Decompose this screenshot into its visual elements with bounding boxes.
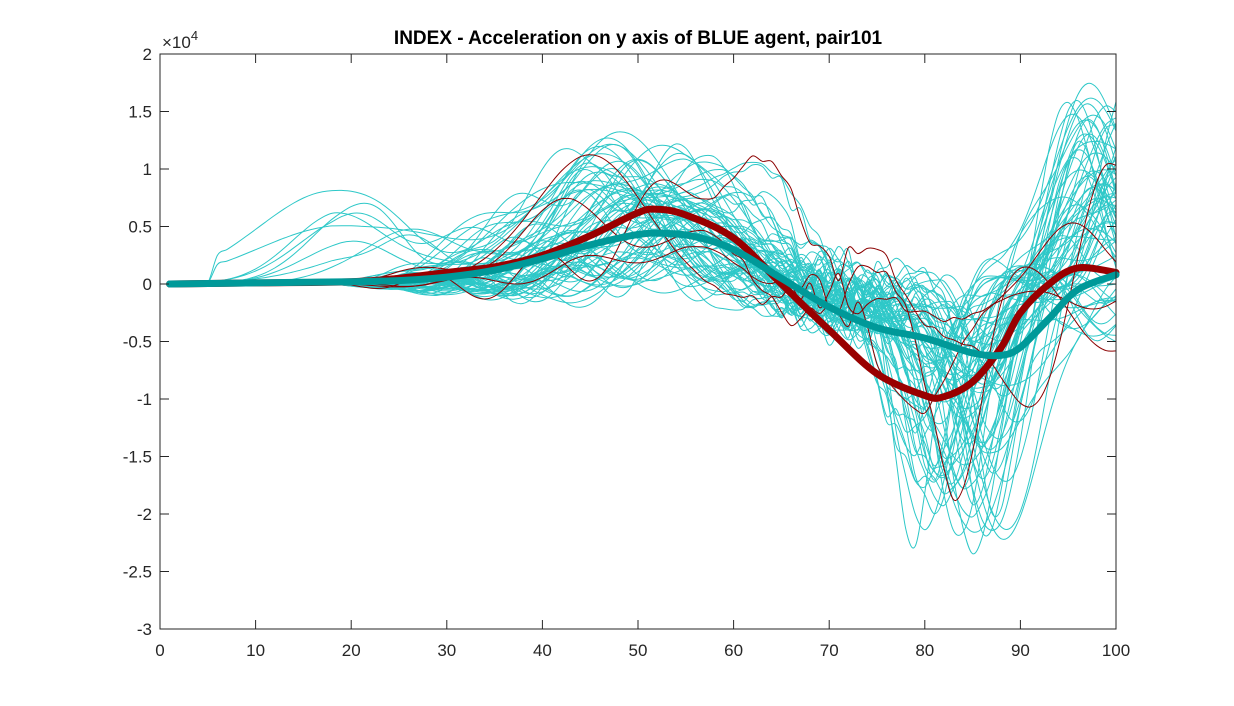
- trial-line: [169, 175, 1117, 396]
- y-tick-label: 1: [143, 160, 152, 179]
- y-exponent-base: ×10: [162, 33, 191, 52]
- y-exponent-power: 4: [191, 28, 198, 43]
- y-tick-label: -3: [137, 620, 152, 639]
- trial-lines: [169, 82, 1117, 555]
- trial-line: [169, 255, 1117, 390]
- x-axis: 0 10 20 30 40 50 60 70 80 90 100: [155, 54, 1130, 660]
- y-tick-label: -2: [137, 505, 152, 524]
- y-tick-label: 2: [143, 45, 152, 64]
- x-tick-label: 10: [246, 641, 265, 660]
- mean-teal-line: [166, 229, 1120, 360]
- x-tick-label: 90: [1011, 641, 1030, 660]
- y-exponent-label: ×104: [162, 28, 198, 52]
- y-tick-label: -0.5: [123, 333, 152, 352]
- x-tick-label: 100: [1102, 641, 1130, 660]
- y-tick-label: -1: [137, 390, 152, 409]
- trial-line: [169, 210, 1117, 448]
- y-tick-label: 1.5: [128, 103, 152, 122]
- y-tick-label: -1.5: [123, 448, 152, 467]
- x-tick-label: 40: [533, 641, 552, 660]
- x-tick-label: 0: [155, 641, 164, 660]
- y-tick-label: 0.5: [128, 218, 152, 237]
- y-tick-label: -2.5: [123, 563, 152, 582]
- trial-line: [169, 114, 1117, 536]
- y-axis: -3 -2.5 -2 -1.5 -1 -0.5 0 0.5 1 1.5 2: [123, 45, 1116, 639]
- trial-line: [169, 216, 1117, 479]
- chart-title: INDEX - Acceleration on y axis of BLUE a…: [394, 28, 883, 49]
- y-tick-label: 0: [143, 275, 152, 294]
- x-tick-label: 20: [342, 641, 361, 660]
- x-tick-label: 80: [915, 641, 934, 660]
- trial-line: [169, 153, 1117, 389]
- x-tick-label: 70: [820, 641, 839, 660]
- x-tick-label: 30: [437, 641, 456, 660]
- mean-lines: [166, 205, 1120, 402]
- x-tick-label: 60: [724, 641, 743, 660]
- x-tick-label: 50: [629, 641, 648, 660]
